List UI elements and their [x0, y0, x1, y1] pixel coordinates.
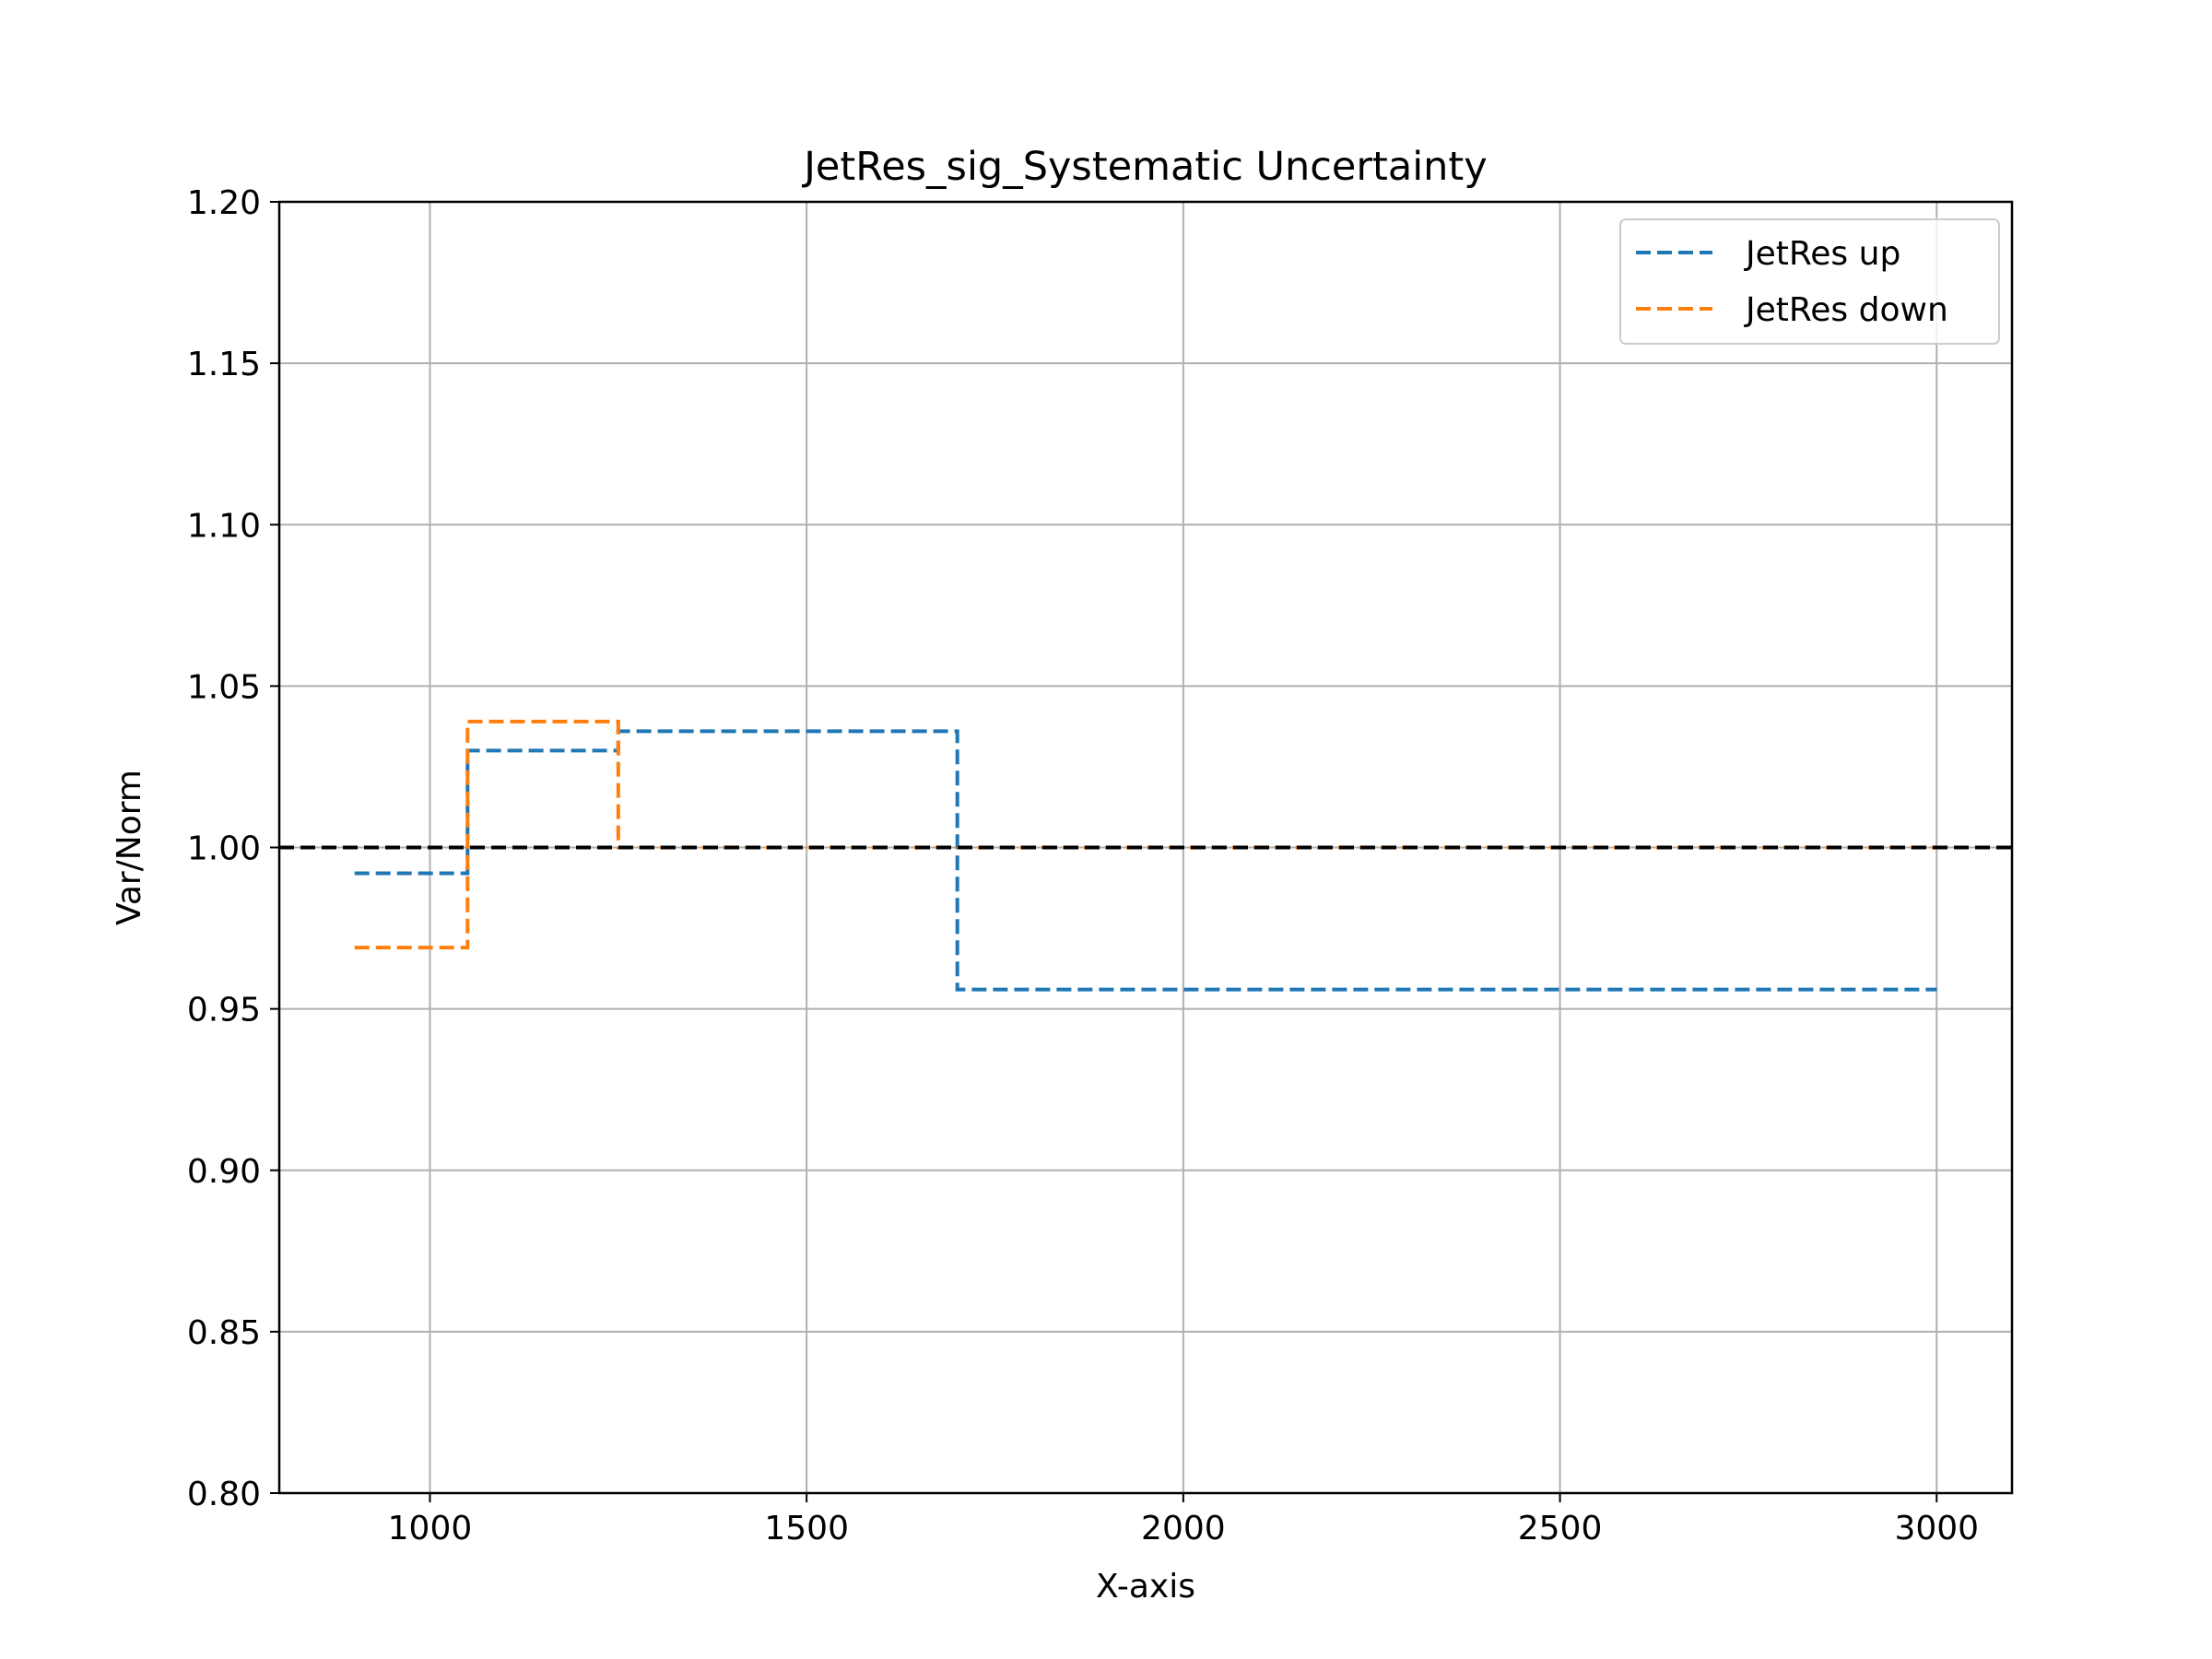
x-tick-label: 3000: [1894, 1510, 1979, 1547]
y-tick-label: 1.00: [187, 830, 261, 868]
x-tick-label: 2500: [1518, 1510, 1603, 1547]
y-tick-label: 0.80: [187, 1476, 261, 1513]
x-axis-label: X-axis: [1096, 1568, 1195, 1606]
y-tick-label: 0.90: [187, 1153, 261, 1191]
legend: JetRes up JetRes down: [1619, 218, 2000, 345]
x-tick-label: 1500: [764, 1510, 849, 1547]
y-tick-label: 1.10: [187, 507, 261, 545]
legend-label: JetRes up: [1744, 235, 1900, 273]
series-layer: [279, 719, 2012, 992]
x-tick-label: 1000: [388, 1510, 473, 1547]
y-tick-label: 0.85: [187, 1314, 261, 1352]
series-line-2: [354, 719, 1937, 950]
chart-title: JetRes_sig_Systematic Uncertainty: [801, 144, 1487, 190]
legend-label: JetRes down: [1744, 291, 1948, 329]
axis-ticks: 1000 1500 2000 2500 3000 0.80 0.85 0.90 0.95 1.00…: [187, 184, 1979, 1547]
y-tick-label: 1.20: [187, 184, 261, 222]
x-tick-label: 2000: [1141, 1510, 1226, 1547]
y-tick-label: 0.95: [187, 992, 261, 1030]
y-tick-label: 1.15: [187, 346, 261, 383]
legend-box: [1619, 218, 2000, 345]
y-axis-label: Var/Norm: [111, 770, 148, 925]
y-tick-label: 1.05: [187, 668, 261, 706]
